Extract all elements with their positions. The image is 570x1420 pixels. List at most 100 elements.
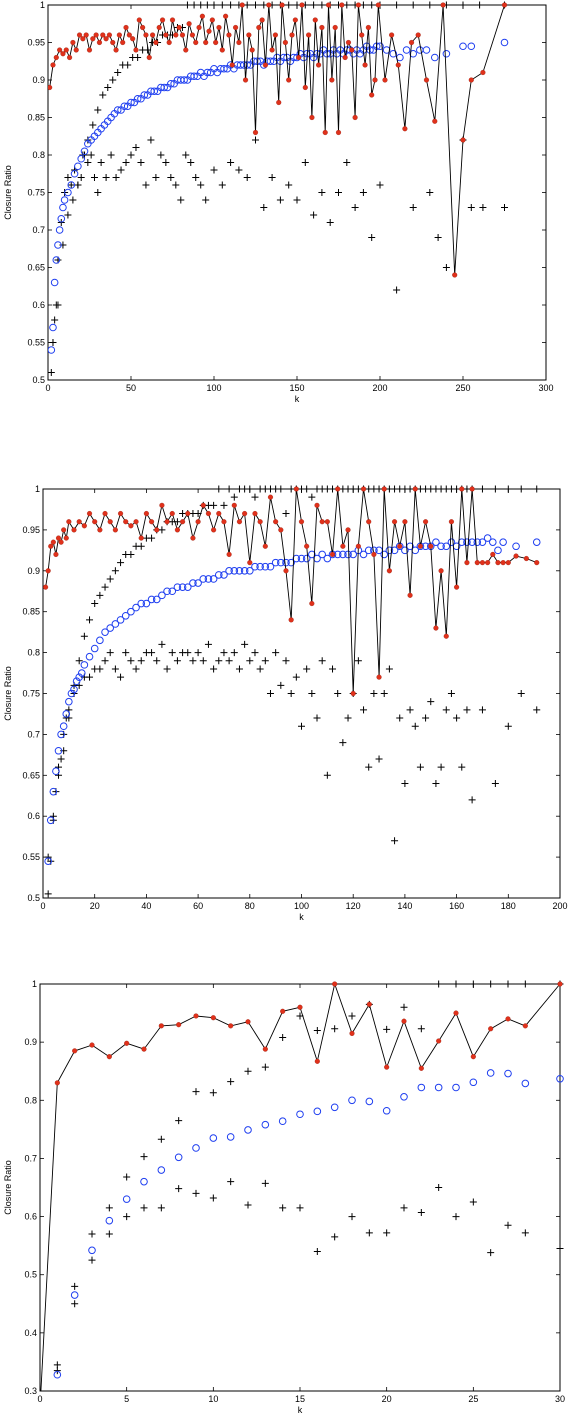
plus-point [276,196,284,204]
circle-point [214,571,223,579]
dot-point [319,519,325,525]
dot-point [106,1054,112,1060]
plus-point [411,722,419,730]
plus-point [310,1,318,9]
plus-point [277,681,285,689]
dot-point [228,1023,234,1029]
plus-point [279,1033,287,1041]
circle-point [85,652,94,661]
plus-point [329,665,337,673]
circle-point [54,746,63,755]
plus-point [298,722,305,730]
dot-point [256,24,262,31]
x-tick-label: 5 [124,1394,129,1404]
circle-point [463,538,471,546]
plus-point [148,534,156,542]
plus-point [177,196,185,204]
dot-point [273,519,279,525]
circle-point [256,562,264,571]
circle-point [240,567,249,575]
dot-point [314,502,320,508]
circle-point [323,554,332,563]
plus-point [272,649,280,657]
plus-point [168,649,176,657]
dot-point [298,519,305,525]
circle-point [261,562,270,571]
plus-point [396,714,404,722]
circle-point [430,53,439,62]
plus-point [370,690,378,697]
plus-point [123,1173,131,1181]
plus-point [69,196,77,204]
plus-point [184,649,192,657]
circle-point [521,1079,530,1088]
x-axis-label: k [298,1405,303,1415]
circle-point [50,278,59,287]
plus-point [127,657,135,665]
dot-point [292,17,298,23]
circle-point [96,636,104,645]
dot-point [280,1008,286,1014]
dot-point [90,36,96,42]
dot-point [76,519,82,525]
circle-point [209,1134,218,1142]
dot-point [401,1018,407,1024]
dot-point [103,36,109,42]
dot-point [110,39,116,46]
plus-point [157,151,165,159]
dot-point [96,39,103,46]
dot-point [242,510,248,517]
plus-point [435,980,443,988]
dot-point [259,17,265,23]
circle-point [174,1153,183,1162]
plus-point [244,1067,252,1075]
plus-point [210,166,218,174]
plus-point [359,189,367,196]
plus-point [111,567,119,575]
plus-point [101,583,109,591]
plus-point [197,181,205,189]
plus-point [235,166,243,174]
dot-point [60,51,66,57]
dot-point [150,32,156,38]
plus-point [87,151,95,159]
y-tick-label: 0.75 [27,188,45,198]
plus-point [102,174,110,181]
plus-point [127,151,135,159]
plus-point [252,1,259,9]
plus-point [458,763,466,771]
dot-point [438,568,444,574]
plus-point [261,657,269,665]
circle-point [459,42,467,51]
plus-point [246,485,254,493]
dot-point [97,527,103,533]
plus-point [241,640,249,648]
y-tick-label: 0.5 [24,1270,37,1280]
circle-point [122,1195,131,1203]
plus-point [318,189,326,196]
dot-point [73,47,79,53]
plus-point [393,1,401,9]
circle-point [65,697,73,706]
circle-point [137,599,146,608]
plus-point [409,204,417,211]
circle-point [74,162,82,171]
plus-point [162,159,170,166]
plus-point [380,690,388,697]
plus-point [292,673,300,681]
plus-point [59,241,67,249]
plus-point [344,714,352,722]
dot-point [247,560,253,566]
circle-point [422,46,431,54]
plus-point [517,690,525,697]
circle-point [57,214,66,223]
plus-point [365,763,373,771]
dot-point [118,510,124,517]
plus-point [210,501,218,509]
circle-point [90,644,99,653]
y-tick-label: 0.9 [27,566,40,576]
dot-point [67,54,73,61]
plus-point [117,559,125,567]
plus-point [331,1025,339,1033]
plus-point [348,1213,356,1221]
